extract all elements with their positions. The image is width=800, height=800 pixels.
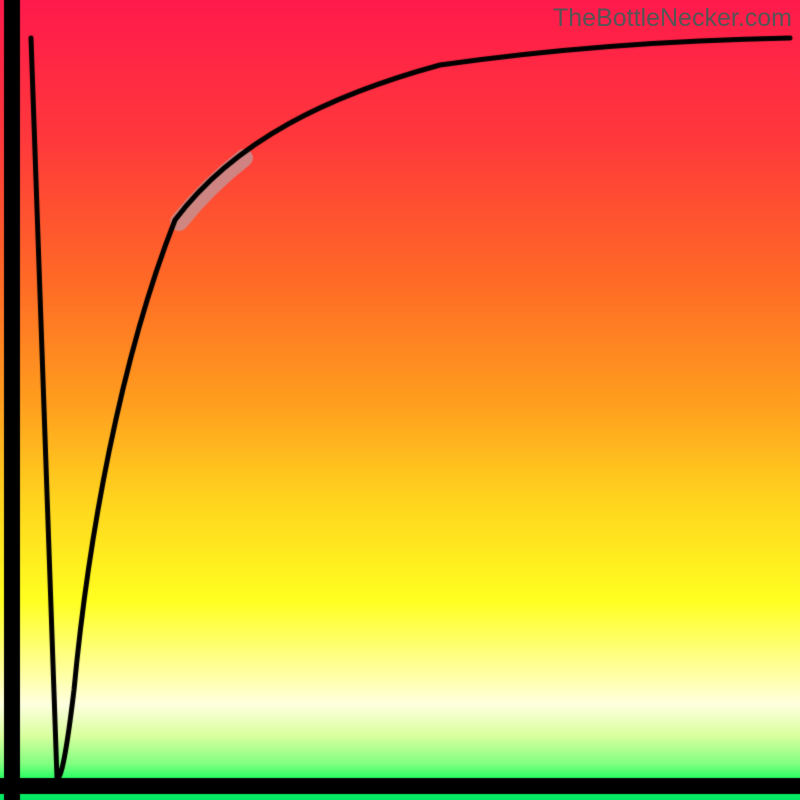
- bottleneck-curve: [0, 0, 800, 800]
- watermark-text: TheBottleNecker.com: [553, 4, 792, 33]
